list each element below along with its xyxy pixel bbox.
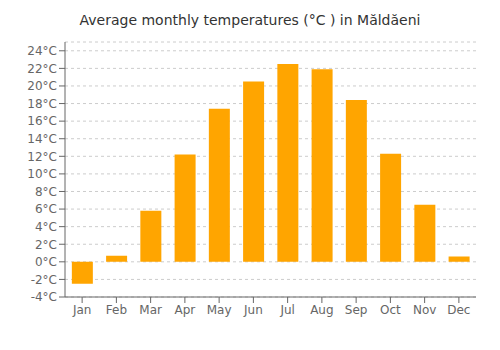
svg-text:-4°C: -4°C [31,290,57,304]
svg-text:May: May [207,303,232,317]
svg-text:14°C: 14°C [27,132,57,146]
svg-text:20°C: 20°C [27,79,57,93]
svg-text:Nov: Nov [413,303,436,317]
svg-text:0°C: 0°C [35,255,57,269]
svg-text:Feb: Feb [106,303,127,317]
html-text:Average monthly temperatures (: Average monthly temperatures (°C ) in Mă… [79,12,421,28]
svg-text:8°C: 8°C [35,185,57,199]
svg-text:Sep: Sep [345,303,368,317]
svg-text:Aug: Aug [310,303,333,317]
svg-text:10°C: 10°C [27,167,57,181]
svg-text:Apr: Apr [174,303,195,317]
svg-text:6°C: 6°C [35,202,57,216]
svg-text:Dec: Dec [447,303,470,317]
svg-text:4°C: 4°C [35,220,57,234]
svg-text:Jul: Jul [279,303,294,317]
svg-text:Mar: Mar [139,303,162,317]
svg-text:Oct: Oct [380,303,401,317]
svg-text:12°C: 12°C [27,150,57,164]
svg-text:2°C: 2°C [35,238,57,252]
svg-text:16°C: 16°C [27,114,57,128]
svg-text:18°C: 18°C [27,97,57,111]
svg-text:22°C: 22°C [27,62,57,76]
svg-text:-2°C: -2°C [31,273,57,287]
svg-text:Jan: Jan [72,303,92,317]
svg-text:24°C: 24°C [27,44,57,58]
svg-text:Jun: Jun [243,303,263,317]
